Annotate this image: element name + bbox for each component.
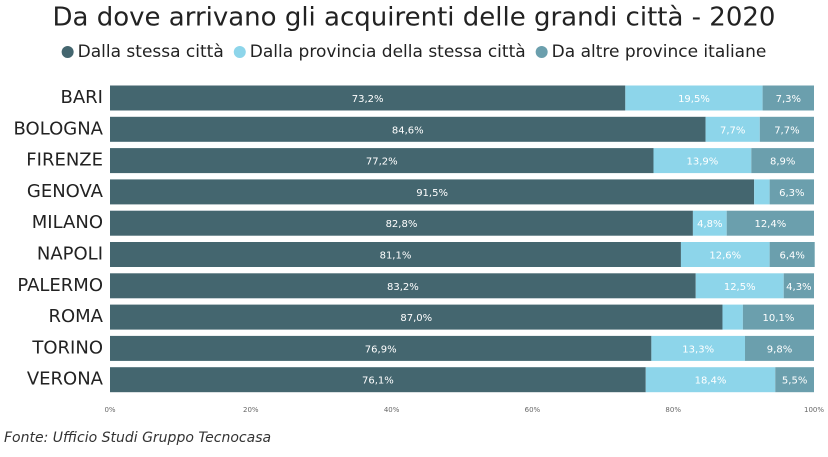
bar-segment xyxy=(110,148,654,174)
bar-segment xyxy=(110,367,646,393)
value-label: 5,5% xyxy=(782,376,807,387)
bar-segment xyxy=(110,335,652,361)
value-label: 76,1% xyxy=(362,376,394,387)
bar-segment xyxy=(722,304,743,330)
value-label: 19,5% xyxy=(678,94,710,105)
x-tick-label: 100% xyxy=(804,406,824,414)
value-label: 82,8% xyxy=(386,219,418,230)
x-tick-label: 60% xyxy=(525,406,541,414)
source: Fonte: Ufficio Studi Gruppo Tecnocasa xyxy=(4,430,271,446)
value-label: 84,6% xyxy=(392,125,424,136)
value-label: 12,6% xyxy=(709,251,741,262)
bar-segment xyxy=(775,367,814,393)
value-label: 10,1% xyxy=(763,313,795,324)
bar-segment xyxy=(110,85,626,111)
value-label: 6,3% xyxy=(779,188,804,199)
chart-title: Da dove arrivano gli acquirenti delle gr… xyxy=(53,3,776,33)
category-label: BOLOGNA xyxy=(14,118,104,139)
legend-label: Dalla provincia della stessa città xyxy=(250,42,526,62)
bar-segment xyxy=(110,273,696,299)
bar-segment xyxy=(705,116,760,142)
bar-segment xyxy=(751,148,814,174)
value-label: 83,2% xyxy=(387,282,419,293)
legend-label: Da altre province italiane xyxy=(552,42,767,62)
category-label: ROMA xyxy=(48,306,103,327)
bar-segment xyxy=(769,179,814,205)
value-label: 9,8% xyxy=(767,344,792,355)
bar-segment xyxy=(110,242,681,267)
x-tick-label: 40% xyxy=(384,406,400,414)
bar-segment xyxy=(754,179,770,205)
bar-segment xyxy=(695,273,784,299)
bar-segment xyxy=(110,304,723,330)
bar-segment xyxy=(653,148,752,174)
category-label: MILANO xyxy=(32,212,103,233)
bar-segment xyxy=(110,210,693,236)
bar-segment xyxy=(651,335,746,361)
value-label: 12,5% xyxy=(724,282,756,293)
value-label: 4,3% xyxy=(786,282,811,293)
category-label: VERONA xyxy=(27,369,104,390)
value-label: 18,4% xyxy=(695,376,727,387)
bar-segment xyxy=(680,242,770,267)
bar-segment xyxy=(110,116,706,142)
bar-segment xyxy=(692,210,727,236)
legend-label: Dalla stessa città xyxy=(78,42,224,62)
category-label: TORINO xyxy=(31,337,103,358)
value-label: 81,1% xyxy=(380,251,412,262)
value-label: 73,2% xyxy=(352,94,384,105)
value-label: 77,2% xyxy=(366,157,398,168)
value-label: 7,7% xyxy=(774,125,799,136)
value-label: 13,9% xyxy=(687,157,719,168)
value-label: 87,0% xyxy=(400,313,432,324)
value-label: 76,9% xyxy=(365,344,397,355)
value-label: 8,9% xyxy=(770,157,795,168)
x-tick-label: 80% xyxy=(665,406,681,414)
legend-marker xyxy=(535,46,548,58)
bar-segment xyxy=(110,179,755,205)
legend-marker xyxy=(233,46,246,58)
bar-segment xyxy=(769,242,815,267)
bar-segment xyxy=(625,85,763,111)
bar-segment xyxy=(726,210,814,236)
category-label: GENOVA xyxy=(27,181,104,202)
category-label: PALERMO xyxy=(17,275,103,296)
category-label: BARI xyxy=(61,87,103,108)
value-label: 91,5% xyxy=(416,188,448,199)
bar-segment xyxy=(762,85,814,111)
category-label: NAPOLI xyxy=(37,244,103,265)
value-label: 12,4% xyxy=(754,219,786,230)
legend-marker xyxy=(61,46,74,58)
value-label: 6,4% xyxy=(779,251,804,262)
bar-segment xyxy=(783,273,814,299)
bar-segment xyxy=(759,116,814,142)
value-label: 4,8% xyxy=(697,219,722,230)
bar-segment xyxy=(645,367,776,393)
category-label: FIRENZE xyxy=(26,150,103,171)
value-label: 13,3% xyxy=(682,344,714,355)
bar-segment xyxy=(742,304,814,330)
value-label: 7,3% xyxy=(776,94,801,105)
x-tick-label: 0% xyxy=(104,406,115,414)
value-label: 7,7% xyxy=(720,125,745,136)
x-tick-label: 20% xyxy=(243,406,259,414)
bar-segment xyxy=(745,335,814,361)
